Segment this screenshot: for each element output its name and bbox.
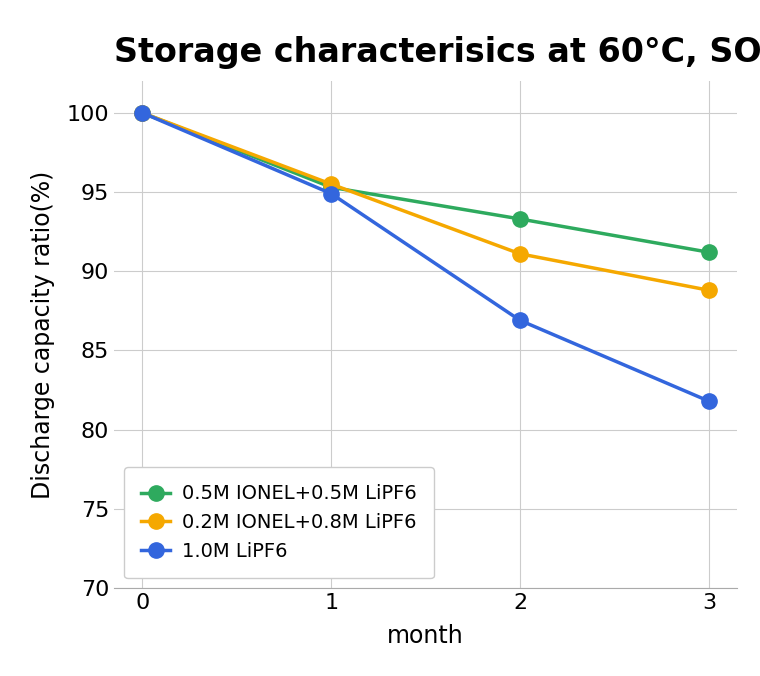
0.2M IONEL+0.8M LiPF6 bbox=[327, 180, 336, 188]
X-axis label: month: month bbox=[388, 624, 464, 648]
0.5M IONEL+0.5M LiPF6 bbox=[327, 183, 336, 191]
0.5M IONEL+0.5M LiPF6 bbox=[705, 248, 714, 256]
1.0M LiPF6 bbox=[515, 316, 524, 324]
Legend: 0.5M IONEL+0.5M LiPF6, 0.2M IONEL+0.8M LiPF6, 1.0M LiPF6: 0.5M IONEL+0.5M LiPF6, 0.2M IONEL+0.8M L… bbox=[124, 467, 434, 579]
0.2M IONEL+0.8M LiPF6 bbox=[705, 286, 714, 294]
Line: 0.2M IONEL+0.8M LiPF6: 0.2M IONEL+0.8M LiPF6 bbox=[135, 105, 717, 298]
1.0M LiPF6 bbox=[327, 189, 336, 197]
0.5M IONEL+0.5M LiPF6 bbox=[138, 109, 147, 117]
0.2M IONEL+0.8M LiPF6 bbox=[515, 249, 524, 258]
Line: 0.5M IONEL+0.5M LiPF6: 0.5M IONEL+0.5M LiPF6 bbox=[135, 105, 717, 260]
Text: Storage characterisics at 60°C, SOC100%: Storage characterisics at 60°C, SOC100% bbox=[114, 36, 760, 69]
Y-axis label: Discharge capacity ratio(%): Discharge capacity ratio(%) bbox=[31, 170, 55, 499]
Line: 1.0M LiPF6: 1.0M LiPF6 bbox=[135, 105, 717, 409]
1.0M LiPF6 bbox=[705, 397, 714, 405]
0.2M IONEL+0.8M LiPF6 bbox=[138, 109, 147, 117]
1.0M LiPF6 bbox=[138, 109, 147, 117]
0.5M IONEL+0.5M LiPF6 bbox=[515, 215, 524, 223]
